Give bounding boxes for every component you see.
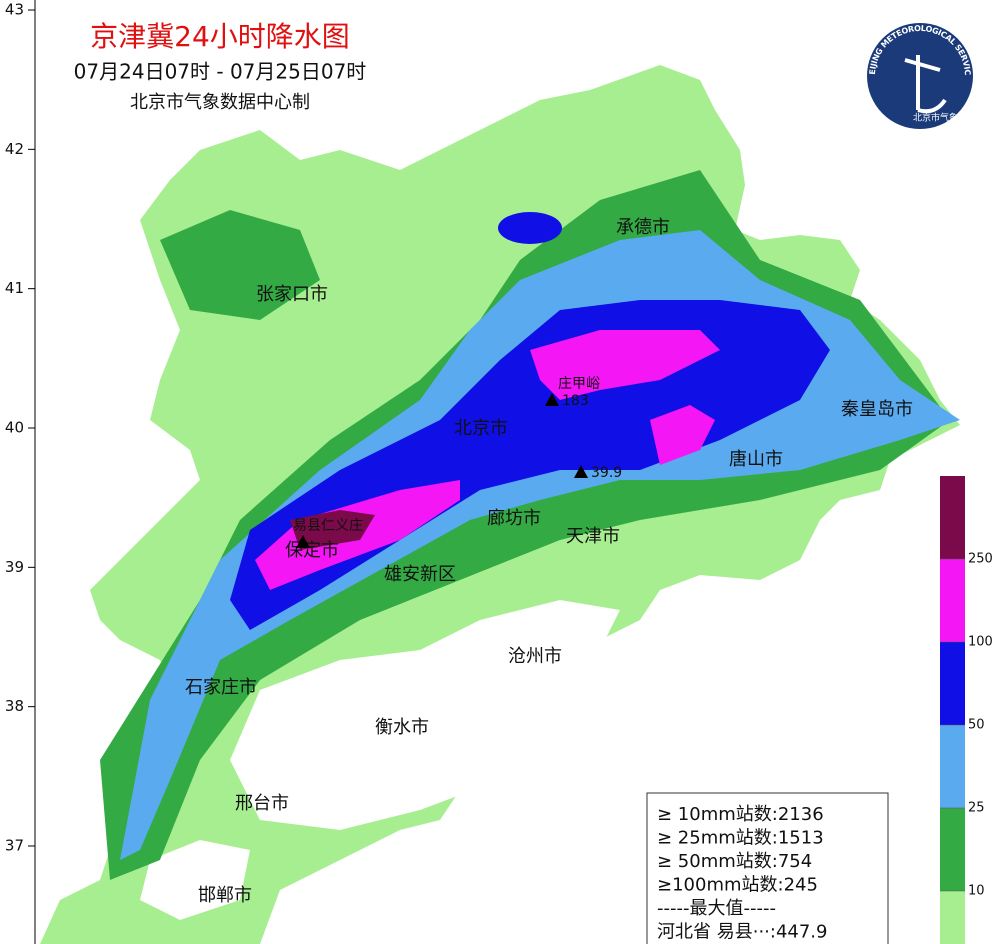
city-label: 北京市: [454, 418, 508, 439]
legend-swatch: [940, 642, 965, 725]
stats-line: ≥ 50mm站数:754: [657, 851, 812, 872]
legend-swatch: [940, 808, 965, 891]
city-label: 天津市: [566, 526, 620, 547]
dry-area: [140, 840, 250, 920]
precip-field: [40, 65, 960, 944]
legend-label: 25: [968, 801, 985, 816]
tick-label: 37: [5, 837, 24, 855]
legend-swatch: [940, 725, 965, 808]
band-50-100: [498, 212, 562, 244]
city-label: 保定市: [285, 540, 339, 561]
city-label: 秦皇岛市: [841, 399, 913, 420]
city-label: 雄安新区: [384, 564, 456, 585]
band-100-250: [530, 330, 720, 400]
period: 07月24日07时 - 07月25日07时: [74, 60, 367, 84]
stats-line: -----最大值-----: [657, 898, 776, 919]
source: 北京市气象数据中心制: [130, 92, 310, 113]
legend-swatch: [940, 476, 965, 559]
tick-label: 43: [5, 1, 24, 19]
dry-area: [230, 600, 620, 830]
stats-line: ≥ 25mm站数:1513: [657, 828, 824, 849]
station-name: 易县仁义庄: [293, 517, 363, 534]
stats-line: ≥100mm站数:245: [657, 875, 818, 896]
title: 京津冀24小时降水图: [90, 20, 350, 53]
logo-mark: [904, 55, 947, 114]
band-100-250: [650, 405, 715, 465]
tick-label: 40: [5, 419, 24, 437]
stats: ≥ 10mm站数:2136 ≥ 25mm站数:1513≥ 50mm站数:754 ≥1…: [657, 804, 827, 943]
places: 承德市张家口市秦皇岛市北京市唐山市廊坊市天津市保定市雄安新区沧州市石家庄市衡水市…: [185, 217, 913, 906]
tick-label: 38: [5, 697, 24, 715]
city-label: 邢台市: [235, 793, 289, 814]
city-label: 唐山市: [729, 449, 783, 470]
legend-label: 100: [968, 635, 993, 650]
station-marker: [574, 465, 588, 478]
station-name: 庄甲峪: [558, 375, 600, 392]
tick-label: 39: [5, 558, 24, 576]
legend-label: 10: [968, 884, 985, 899]
station-value: 39.9: [591, 465, 622, 481]
city-label: 张家口市: [256, 284, 328, 305]
stats-line: 河北省 易县···:447.9: [657, 922, 827, 943]
station-value: 183: [562, 393, 589, 409]
tick-label: 42: [5, 140, 24, 158]
legend-label: 250: [968, 552, 993, 567]
stats-box: [646, 792, 889, 944]
city-label: 邯郸市: [198, 885, 252, 906]
band-10-25: [160, 210, 320, 320]
stats-line: ≥ 10mm站数:2136: [657, 804, 824, 825]
legend: 10 25 50 100 250: [940, 476, 993, 944]
city-label: 石家庄市: [185, 677, 257, 698]
lat-ticks: 43 42 41 40 39 38 37: [5, 1, 35, 855]
legend-swatch: [940, 891, 965, 944]
station-marker: [545, 393, 559, 406]
city-label: 沧州市: [508, 646, 562, 667]
city-label: 承德市: [616, 217, 670, 238]
legend-swatch: [940, 559, 965, 642]
logo-subtext: 北京市气象局: [913, 112, 967, 124]
city-label: 廊坊市: [487, 508, 541, 529]
legend-label: 50: [968, 718, 985, 733]
city-label: 衡水市: [375, 717, 429, 738]
band-250: [290, 510, 375, 550]
station-marker: [296, 535, 310, 548]
tick-label: 41: [5, 279, 24, 297]
